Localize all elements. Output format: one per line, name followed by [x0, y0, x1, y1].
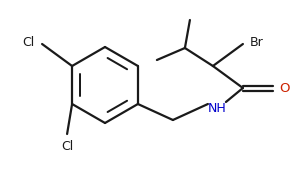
Text: Br: Br	[250, 36, 264, 49]
Text: NH: NH	[208, 102, 226, 115]
Text: Cl: Cl	[22, 36, 34, 49]
Text: O: O	[280, 82, 290, 95]
Text: Cl: Cl	[61, 141, 73, 154]
